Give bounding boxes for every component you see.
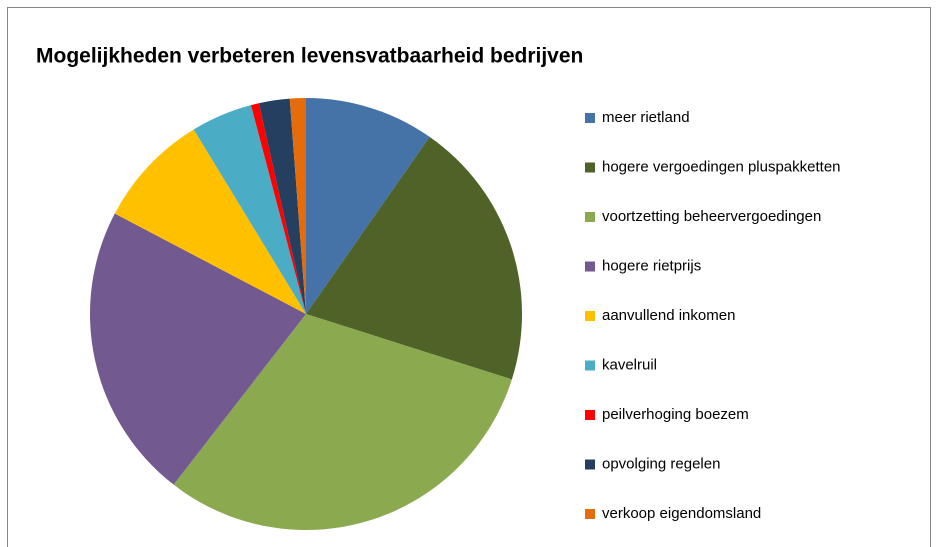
legend-swatch xyxy=(585,212,595,222)
pie-slice xyxy=(250,103,306,314)
pie-slice xyxy=(258,98,306,314)
legend-swatch xyxy=(585,113,595,123)
legend-swatch xyxy=(585,410,595,420)
legend-label: aanvullend inkomen xyxy=(602,307,735,324)
pie-slice xyxy=(306,98,430,314)
legend-swatch xyxy=(585,509,595,519)
legend-swatch xyxy=(585,162,595,173)
legend-label: verkoop eigendomsland xyxy=(602,505,761,522)
legend-label: opvolging regelen xyxy=(602,455,720,472)
legend-label: hogere rietprijs xyxy=(602,257,701,274)
pie-slice xyxy=(89,213,306,485)
legend-swatch xyxy=(585,261,595,272)
legend-label: hogere vergoedingen pluspakketten xyxy=(602,158,841,175)
pie-slice xyxy=(114,129,306,314)
legend-label: kavelruil xyxy=(602,356,657,373)
legend-swatch xyxy=(585,459,595,470)
legend-label: voortzetting beheervergoedingen xyxy=(602,208,821,225)
pie-slice xyxy=(193,105,306,314)
chart-title: Mogelijkheden verbeteren levensvatbaarhe… xyxy=(36,45,583,68)
legend-swatch xyxy=(585,311,595,321)
pie-slice xyxy=(173,314,512,531)
legend-label: peilverhoging boezem xyxy=(602,406,749,423)
legend-swatch xyxy=(585,360,595,371)
pie-slice xyxy=(306,136,522,380)
legend-label: meer rietland xyxy=(602,109,690,126)
pie-slice xyxy=(289,98,306,314)
